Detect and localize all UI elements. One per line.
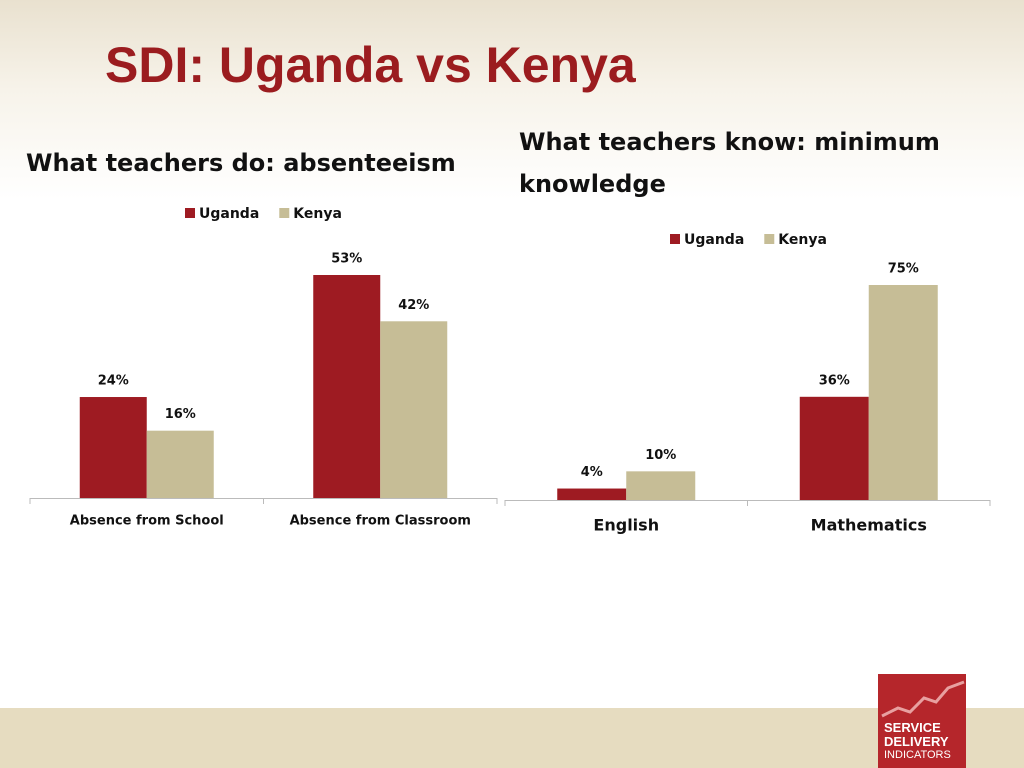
bar xyxy=(799,396,869,500)
value-label: 53% xyxy=(331,252,362,267)
bar xyxy=(626,471,696,500)
logo: SERVICE DELIVERY INDICATORS xyxy=(878,674,966,768)
bar xyxy=(313,275,381,498)
slide-title: SDI: Uganda vs Kenya xyxy=(105,37,636,93)
chart-title: What teachers know: minimum knowledge xyxy=(519,128,940,198)
logo-text: DELIVERY xyxy=(884,734,949,749)
legend-swatch xyxy=(670,234,680,244)
x-tick-label: Mathematics xyxy=(811,516,927,535)
footer-band xyxy=(0,708,1024,768)
x-tick-label: Absence from School xyxy=(70,514,224,529)
legend-swatch xyxy=(185,208,195,218)
legend-swatch xyxy=(279,208,290,218)
logo-text: SERVICE xyxy=(884,720,941,735)
bar xyxy=(380,321,448,498)
legend-label: Kenya xyxy=(778,232,827,248)
value-label: 10% xyxy=(645,448,676,463)
x-tick-label: Absence from Classroom xyxy=(290,514,471,529)
legend-label: Uganda xyxy=(199,206,259,222)
logo-text: INDICATORS xyxy=(884,749,951,761)
logo-graph xyxy=(881,680,965,718)
bar xyxy=(868,285,938,500)
bar xyxy=(79,397,147,498)
value-label: 42% xyxy=(398,298,429,313)
bar xyxy=(146,430,214,498)
legend-label: Uganda xyxy=(684,232,744,248)
legend-swatch xyxy=(764,234,775,244)
value-label: 75% xyxy=(888,262,919,277)
x-tick-label: English xyxy=(593,516,659,535)
value-label: 36% xyxy=(819,373,850,388)
value-label: 24% xyxy=(98,374,129,389)
value-label: 16% xyxy=(165,407,196,422)
chart-title: What teachers do: absenteeism xyxy=(26,149,456,177)
bar xyxy=(557,488,627,500)
value-label: 4% xyxy=(581,465,603,480)
legend-label: Kenya xyxy=(293,206,342,222)
